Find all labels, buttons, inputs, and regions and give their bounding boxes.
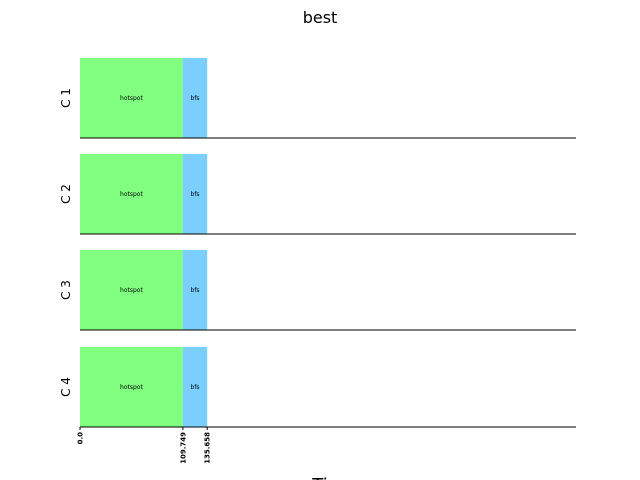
row-label-1: C 1	[59, 88, 73, 108]
row-4: hotspot bfs C 4	[59, 347, 576, 428]
bar-bfs-1	[182, 58, 208, 138]
bar-label-hotspot-1: hotspot	[120, 95, 143, 102]
row-1: hotspot bfs C 1	[59, 58, 576, 139]
row-label-2: C 2	[59, 184, 73, 204]
x-axis-ticks: 0.0 109.749 135.658	[76, 427, 212, 464]
row-label-4: C 4	[59, 377, 73, 397]
x-tick-label-2: 109.749	[179, 432, 187, 464]
bar-label-hotspot-2: hotspot	[120, 191, 143, 198]
bar-label-bfs-4: bfs	[191, 384, 200, 391]
bar-label-bfs-3: bfs	[191, 287, 200, 294]
bar-hotspot-1	[80, 58, 183, 138]
bar-label-hotspot-3: hotspot	[120, 287, 143, 294]
bar-label-bfs-2: bfs	[191, 191, 200, 198]
bar-label-bfs-1: bfs	[191, 95, 200, 102]
bar-label-hotspot-4: hotspot	[120, 384, 143, 391]
x-tick-label-1: 0.0	[76, 432, 84, 445]
bar-hotspot-3	[80, 250, 183, 330]
bar-hotspot-2	[80, 154, 183, 234]
x-axis-label: Ti	[311, 475, 327, 480]
chart-title: best	[303, 8, 338, 27]
bar-bfs-4	[182, 347, 208, 427]
x-tick-label-3: 135.658	[204, 432, 212, 464]
bar-bfs-3	[182, 250, 208, 330]
row-2: hotspot bfs C 2	[59, 154, 576, 235]
row-3: hotspot bfs C 3	[59, 250, 576, 331]
bar-hotspot-4	[80, 347, 183, 427]
row-label-3: C 3	[59, 280, 73, 300]
bar-bfs-2	[182, 154, 208, 234]
